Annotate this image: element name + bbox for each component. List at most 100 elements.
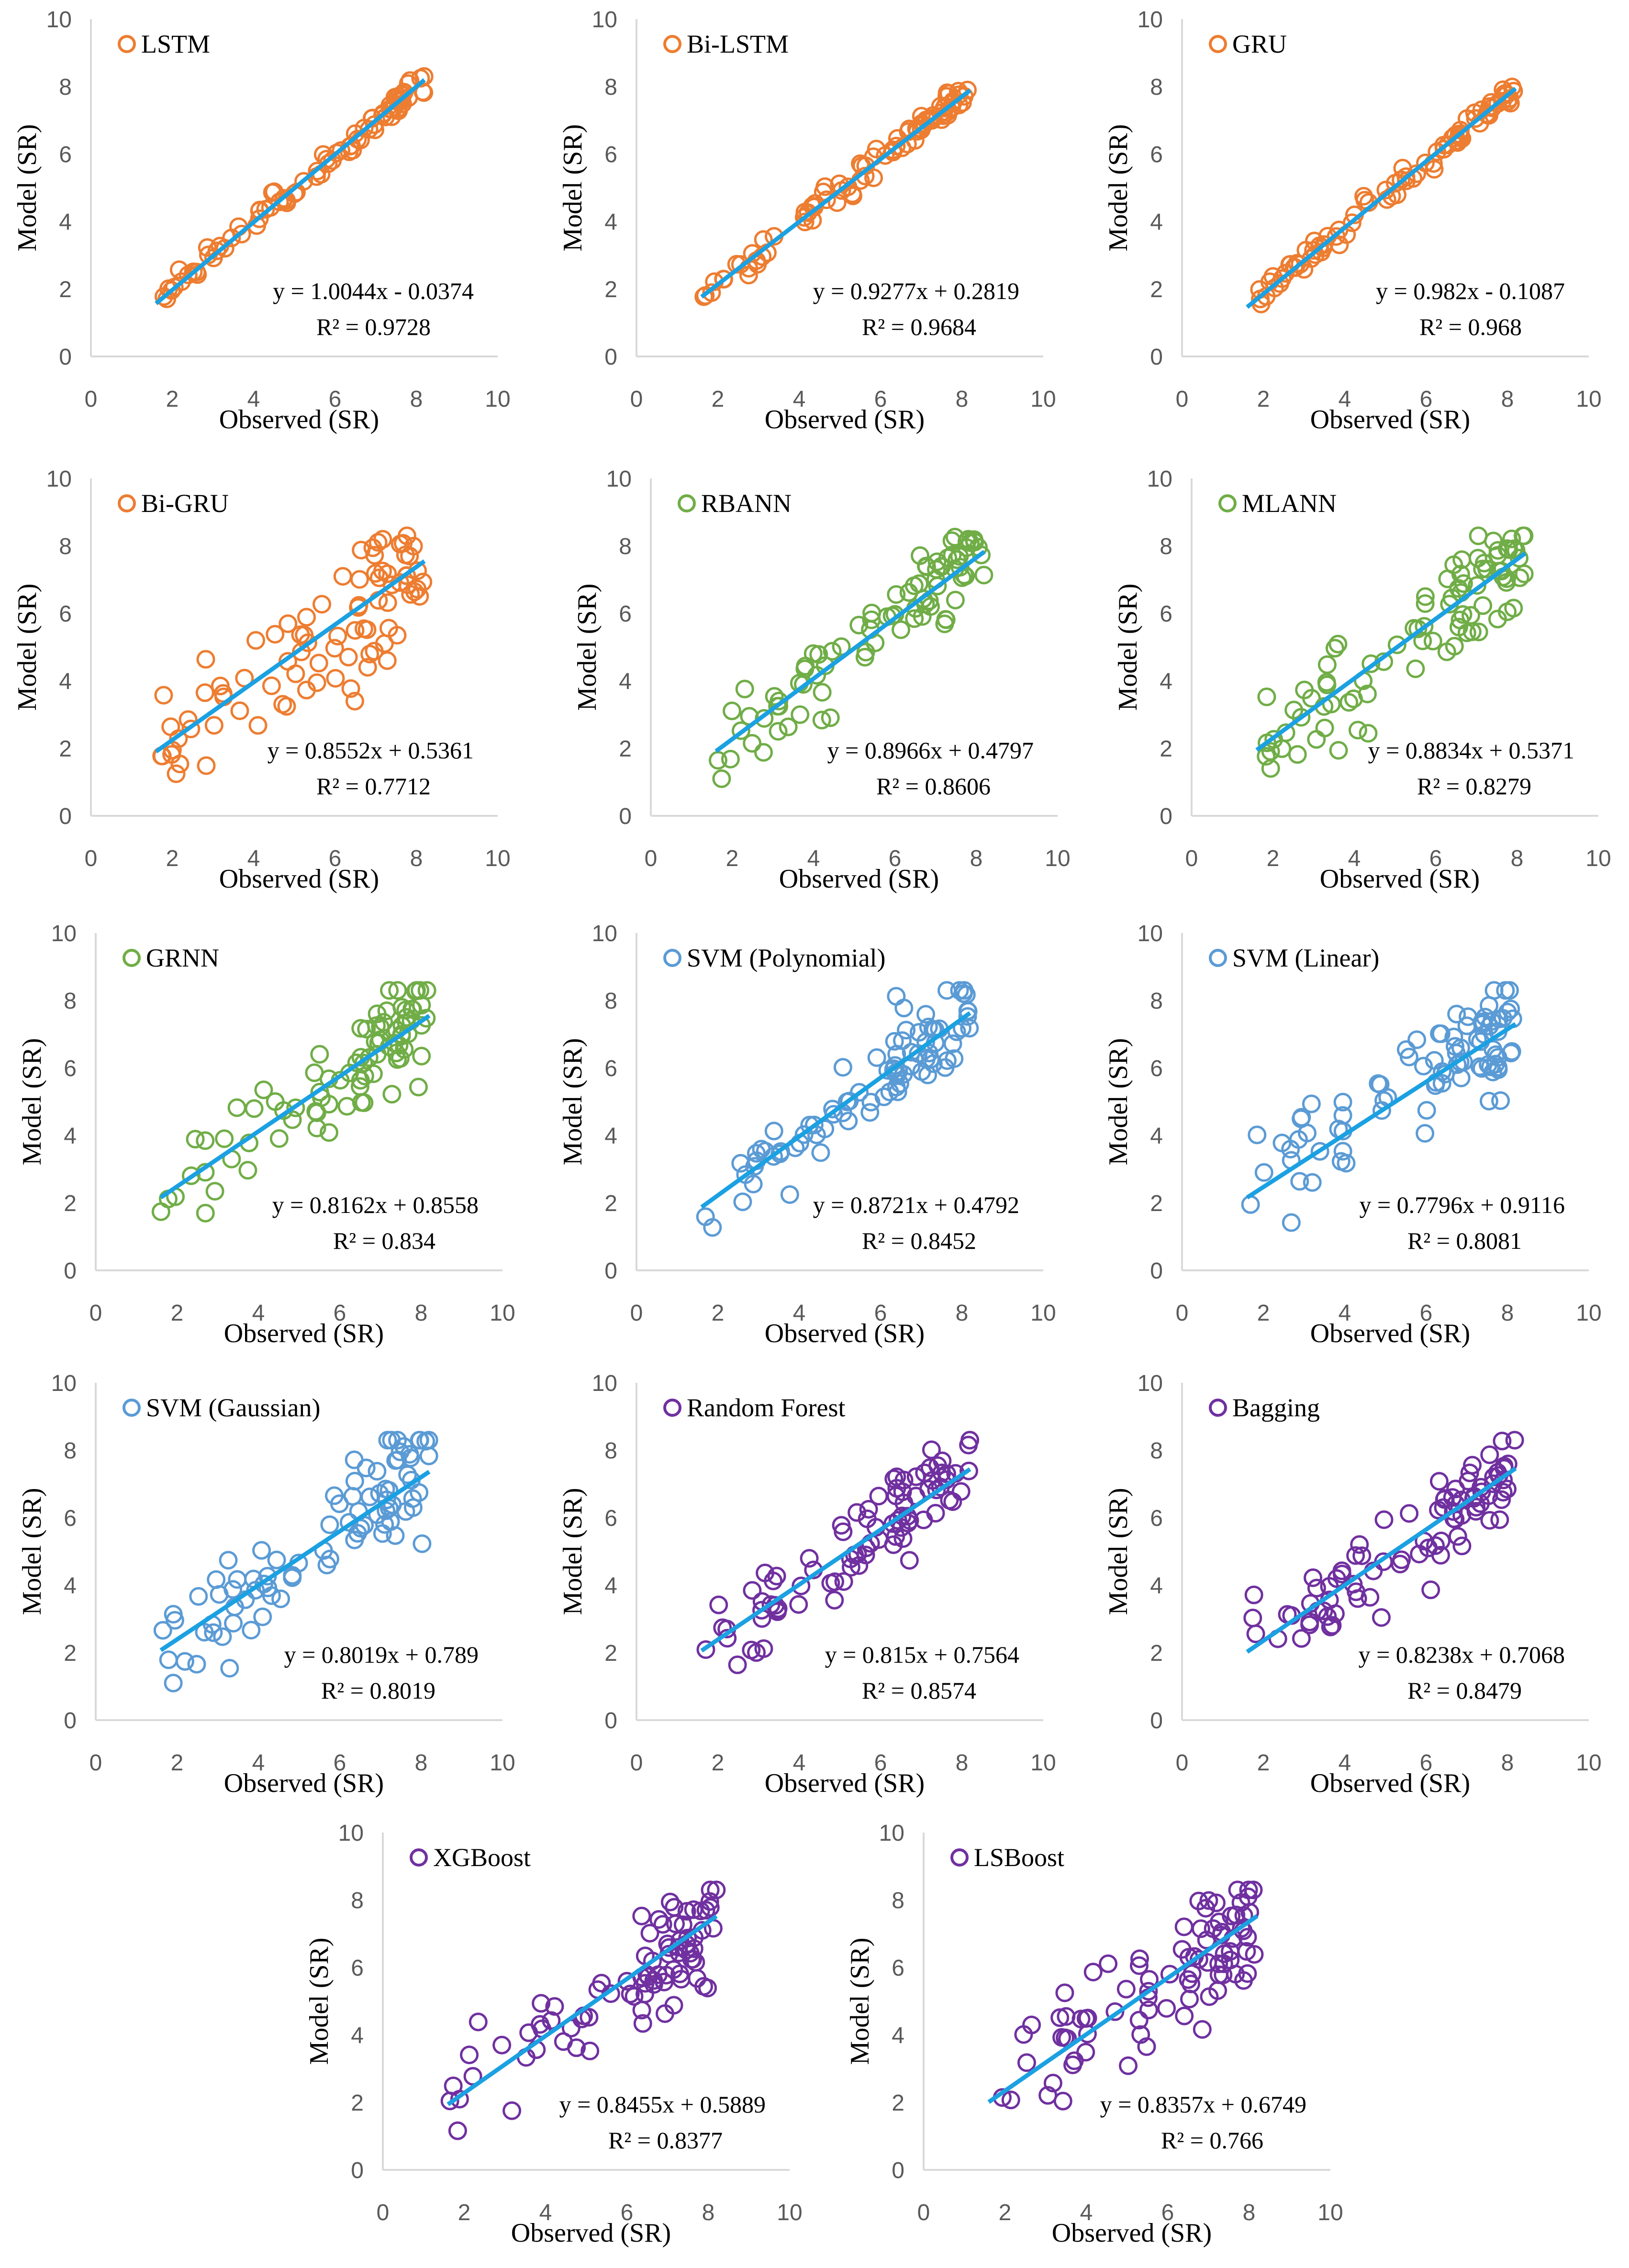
x-tick-label: 4 <box>1348 846 1361 871</box>
data-point <box>248 716 268 735</box>
data-point <box>1451 1068 1471 1088</box>
data-point <box>955 87 974 106</box>
chart-panel-gru: 0 2 4 6 8 10 0 2 4 6 8 10 Observed (SR) Model (SR) GRU… <box>1101 0 1629 455</box>
data-point <box>1139 1982 1158 2001</box>
data-point <box>856 643 875 662</box>
data-point <box>937 981 957 1000</box>
data-point <box>1337 1154 1356 1173</box>
data-point <box>1304 1568 1323 1587</box>
y-tick-label: 6 <box>892 1956 904 1981</box>
y-tick-label: 0 <box>59 804 72 829</box>
data-point <box>410 1431 429 1450</box>
data-point <box>649 1910 669 1929</box>
y-tick-label: 0 <box>892 2158 904 2183</box>
data-point <box>417 1009 436 1028</box>
data-point <box>519 2023 538 2042</box>
data-point <box>1241 1195 1260 1214</box>
data-point <box>932 557 951 576</box>
x-axis-title: Observed (SR) <box>1310 1319 1470 1348</box>
scatter-points <box>1241 981 1522 1232</box>
x-axis-title: Observed (SR) <box>765 1768 925 1798</box>
y-tick-label: 8 <box>64 989 77 1014</box>
y-tick-label: 2 <box>59 736 72 762</box>
data-point <box>1346 1546 1365 1565</box>
x-tick-label: 4 <box>247 387 260 412</box>
x-tick-label: 4 <box>1080 2200 1093 2225</box>
chart-panel-grnn: 0 2 4 6 8 10 0 2 4 6 8 10 Observed (SR) Model (SR) GRN… <box>14 914 555 1368</box>
legend-label: LSTM <box>141 30 210 58</box>
x-tick-label: 6 <box>329 387 342 412</box>
x-tick-label: 2 <box>171 1301 184 1326</box>
data-point <box>1505 1431 1524 1450</box>
x-axis-title: Observed (SR) <box>1310 1768 1470 1798</box>
data-point <box>382 1085 402 1104</box>
data-point <box>357 1458 376 1478</box>
data-point <box>779 717 798 736</box>
data-point <box>1130 1949 1149 1968</box>
y-axis-title: Model (SR) <box>1104 1038 1133 1166</box>
data-point <box>660 1892 680 1912</box>
x-tick-label: 10 <box>777 2200 802 2225</box>
trend-line <box>159 1014 431 1200</box>
data-point <box>933 1451 952 1470</box>
data-point <box>204 1623 223 1642</box>
x-axis-title: Observed (SR) <box>1310 405 1470 434</box>
data-point <box>1347 1582 1366 1601</box>
data-point <box>769 722 788 741</box>
data-point <box>1454 574 1473 593</box>
x-tick-label: 2 <box>166 387 179 412</box>
data-point <box>1160 1965 1179 1984</box>
data-point <box>1462 622 1482 641</box>
data-point <box>1228 1880 1247 1900</box>
legend-marker-icon <box>118 494 136 512</box>
data-point <box>684 1900 703 1919</box>
data-point <box>360 1487 379 1506</box>
data-point <box>164 1605 183 1624</box>
data-point <box>222 228 241 247</box>
trend-line <box>446 1914 718 2106</box>
data-point <box>937 1464 956 1483</box>
data-point <box>653 1915 672 1934</box>
data-point <box>1157 1999 1176 2018</box>
data-point <box>812 711 831 730</box>
x-tick-label: 6 <box>889 846 902 871</box>
x-tick-label: 8 <box>956 1750 969 1776</box>
data-point <box>1055 1983 1074 2002</box>
y-tick-label: 10 <box>1138 921 1163 946</box>
data-point <box>1504 82 1523 101</box>
data-point <box>195 683 214 702</box>
y-tick-label: 8 <box>59 75 72 100</box>
data-point <box>780 1185 799 1204</box>
data-point <box>1246 1624 1265 1644</box>
chart-panel-random-forest: 0 2 4 6 8 10 0 2 4 6 8 10 Observed (SR) Model (SR) Ran… <box>555 1364 1096 1818</box>
data-point <box>894 1470 914 1490</box>
data-point <box>794 208 814 227</box>
data-point <box>940 1490 959 1510</box>
data-point <box>1484 1474 1503 1493</box>
x-tick-label: 0 <box>89 1750 102 1776</box>
r-squared-label: R² = 0.8606 <box>876 773 991 800</box>
data-point <box>1300 1612 1319 1632</box>
data-point <box>325 1486 344 1505</box>
data-point <box>767 1567 786 1586</box>
data-point <box>294 172 313 191</box>
y-tick-label: 10 <box>51 1371 77 1396</box>
y-tick-label: 6 <box>604 1506 617 1531</box>
data-point <box>1490 1510 1509 1529</box>
x-axis-title: Observed (SR) <box>765 1319 925 1348</box>
data-point <box>1352 1546 1372 1565</box>
data-point <box>1499 540 1518 559</box>
data-point <box>1344 689 1363 708</box>
data-point <box>1254 1163 1273 1182</box>
x-tick-label: 10 <box>1576 387 1601 412</box>
x-tick-label: 6 <box>1429 846 1442 871</box>
data-point <box>1372 1608 1391 1627</box>
data-point <box>768 697 787 716</box>
data-point <box>789 1595 808 1614</box>
data-point <box>1017 2053 1036 2072</box>
x-tick-label: 4 <box>1339 1750 1351 1776</box>
y-tick-label: 8 <box>64 1438 77 1464</box>
x-tick-label: 8 <box>970 846 983 871</box>
data-point <box>894 1065 913 1084</box>
y-tick-label: 2 <box>604 1641 617 1666</box>
